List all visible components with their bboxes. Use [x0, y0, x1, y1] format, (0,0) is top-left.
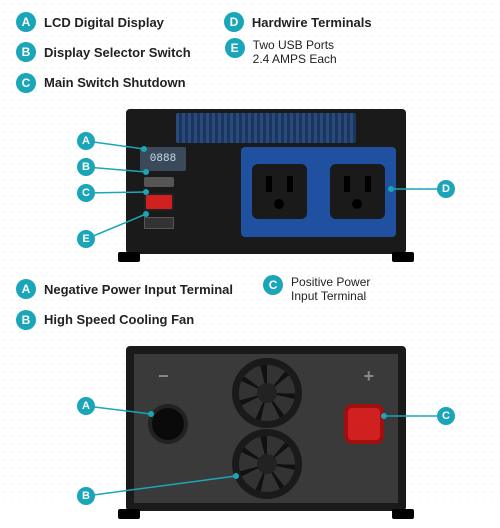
usb-ports [144, 217, 174, 229]
mounting-foot [392, 509, 414, 519]
mounting-foot [118, 252, 140, 262]
legend-label: Display Selector Switch [44, 45, 191, 60]
badge-a: A [16, 279, 36, 299]
badge-c: C [16, 73, 36, 93]
badge-b: B [16, 42, 36, 62]
legend-label: Two USB Ports 2.4 AMPS Each [253, 38, 337, 67]
legend-item-c-top: C Main Switch Shutdown [16, 73, 186, 93]
callout-badge-e: E [77, 230, 95, 248]
badge-b: B [16, 310, 36, 330]
callout-badge-b: B [77, 158, 95, 176]
legend-item-c-bottom: C Positive Power Input Terminal [263, 275, 370, 304]
legend-label: LCD Digital Display [44, 15, 164, 30]
ac-outlet-2 [330, 164, 385, 219]
legend-item-b-top: B Display Selector Switch [16, 38, 191, 67]
legend-top-row-2: B Display Selector Switch E Two USB Port… [16, 38, 484, 67]
badge-c: C [263, 275, 283, 295]
positive-terminal [344, 404, 384, 444]
legend-item-d-top: D Hardwire Terminals [224, 12, 372, 32]
main-switch [144, 193, 174, 211]
legend-bottom-row-2: B High Speed Cooling Fan [16, 310, 484, 330]
legend-item-b-bottom: B High Speed Cooling Fan [16, 310, 194, 330]
top-vent [176, 113, 356, 143]
infographic-content: A LCD Digital Display D Hardwire Termina… [0, 0, 500, 528]
callout-badge-b: B [77, 487, 95, 505]
legend-label: Hardwire Terminals [252, 15, 372, 30]
plus-icon: + [363, 366, 374, 387]
callout-badge-d: D [437, 180, 455, 198]
legend-top-row-1: A LCD Digital Display D Hardwire Termina… [16, 12, 484, 32]
legend-label: Positive Power Input Terminal [291, 275, 370, 304]
ac-outlet-1 [252, 164, 307, 219]
cooling-fan-1 [232, 358, 302, 428]
legend-item-e-top: E Two USB Ports 2.4 AMPS Each [225, 38, 337, 67]
device-back-diagram: − + A B C [16, 336, 484, 516]
badge-d: D [224, 12, 244, 32]
minus-icon: − [158, 366, 169, 387]
legend-item-a-top: A LCD Digital Display [16, 12, 164, 32]
legend-label: High Speed Cooling Fan [44, 312, 194, 327]
badge-a: A [16, 12, 36, 32]
callout-badge-c: C [77, 184, 95, 202]
callout-badge-a: A [77, 132, 95, 150]
legend-item-a-bottom: A Negative Power Input Terminal [16, 275, 233, 304]
legend-label: Negative Power Input Terminal [44, 282, 233, 297]
ac-outlets-panel [241, 147, 396, 237]
legend-label: Main Switch Shutdown [44, 75, 186, 90]
mounting-foot [392, 252, 414, 262]
legend-bottom-row-1: A Negative Power Input Terminal C Positi… [16, 275, 484, 304]
mounting-foot [118, 509, 140, 519]
legend-top-row-3: C Main Switch Shutdown [16, 73, 484, 93]
lcd-display: 0888 [140, 147, 186, 171]
cooling-fan-2 [232, 429, 302, 499]
badge-e: E [225, 38, 245, 58]
callout-badge-c: C [437, 407, 455, 425]
device-front-diagram: 0888 ABC E D [16, 99, 484, 269]
callout-badge-a: A [77, 397, 95, 415]
negative-terminal [148, 404, 188, 444]
device-front-body: 0888 [126, 109, 406, 254]
device-back-body: − + [126, 346, 406, 511]
selector-switch [144, 177, 174, 187]
